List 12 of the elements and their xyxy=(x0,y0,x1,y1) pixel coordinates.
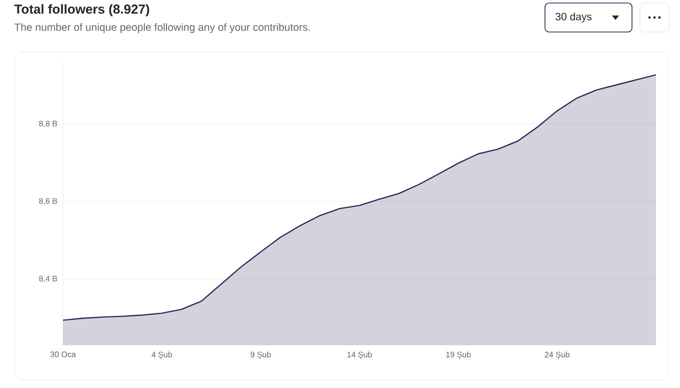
x-tick-label: 4 Şub xyxy=(152,352,172,360)
y-tick-label: 8,6 B xyxy=(39,198,58,205)
y-tick-label: 8,8 B xyxy=(39,120,58,128)
chart-title: Total followers (8.927) xyxy=(14,4,150,16)
x-tick-label: 30 Oca xyxy=(50,352,76,358)
x-tick-label: 14 Şub xyxy=(347,352,372,360)
x-tick-label: 24 Şub xyxy=(544,352,570,360)
text: 30 days xyxy=(556,12,592,22)
x-tick-label: 19 Şub xyxy=(446,352,471,360)
x-tick-label: 9 Şub xyxy=(250,352,271,360)
chart-subtitle: The number of unique people following any of your contributors. xyxy=(14,23,310,33)
y-tick-label: 8,4 B xyxy=(39,276,58,282)
